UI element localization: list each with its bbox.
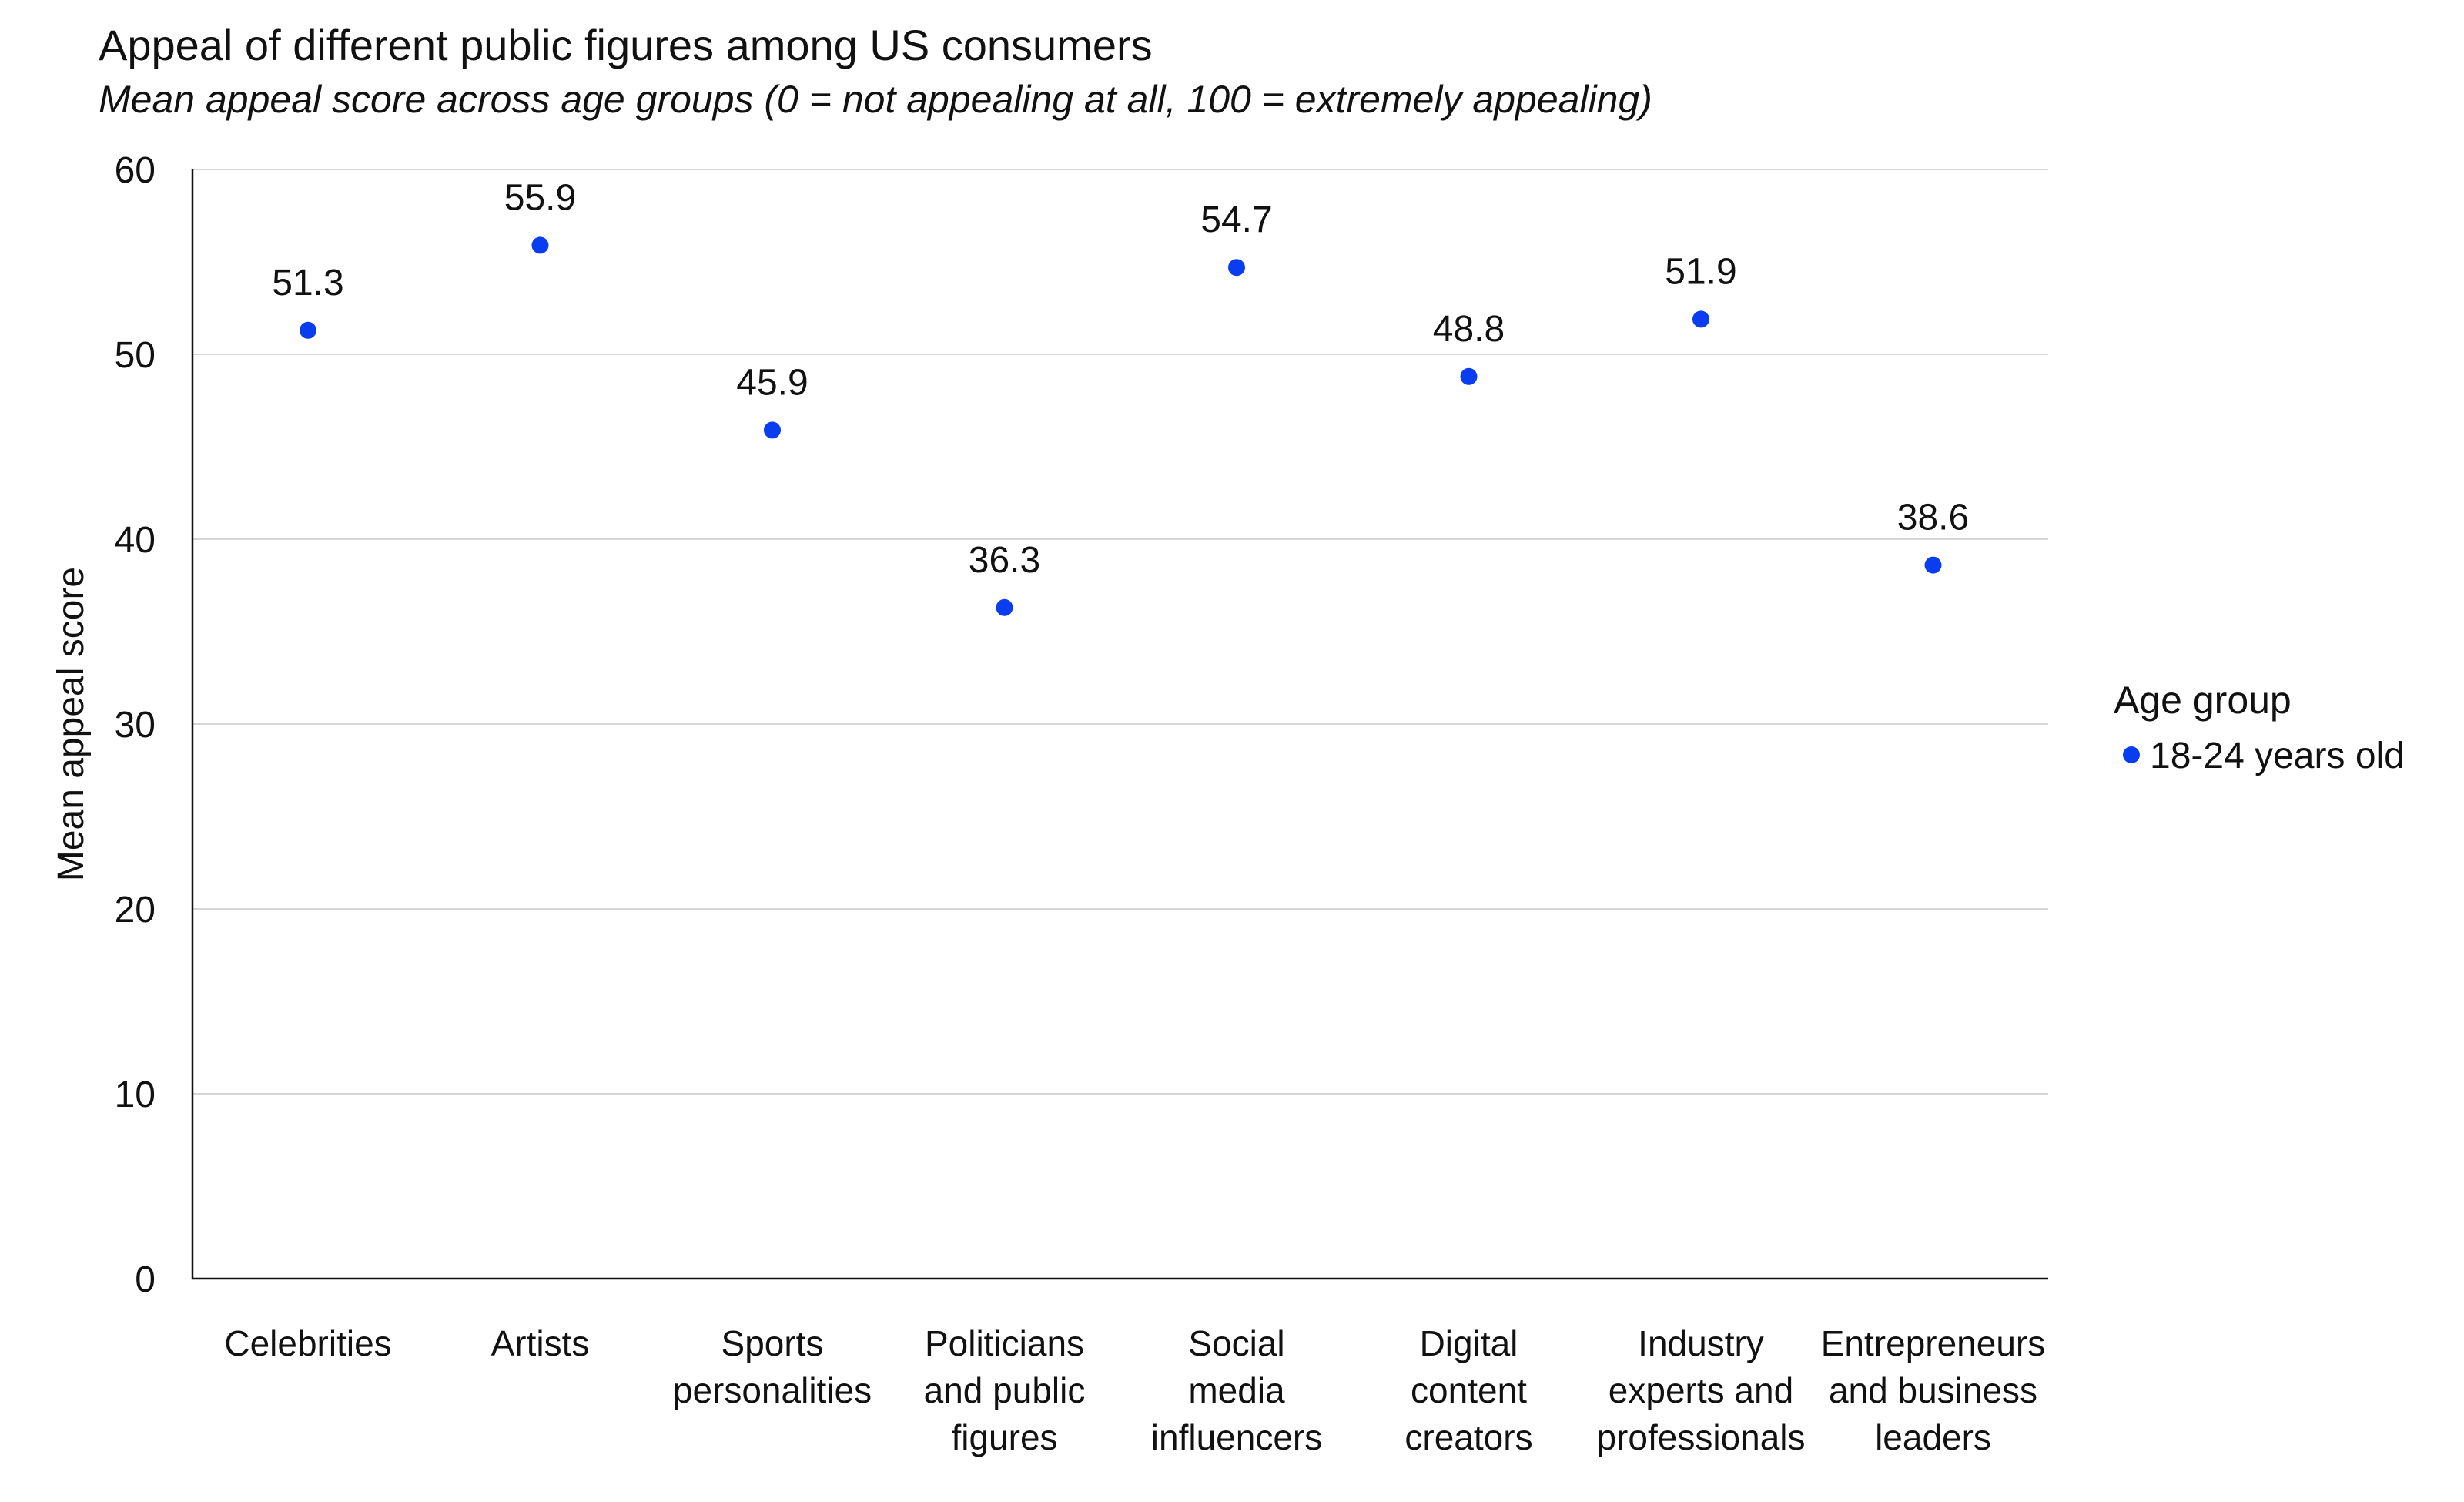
data-label: 36.3 [969,540,1040,581]
x-category-label: Sports personalities [673,1323,872,1410]
y-tick-label: 0 [135,1259,156,1300]
x-category-line: and public [924,1370,1086,1410]
x-category-line: Industry [1638,1323,1764,1363]
x-category-line: Celebrities [224,1323,391,1363]
y-tick-label: 10 [115,1075,156,1115]
x-category-line: media [1188,1370,1285,1410]
x-category-line: influencers [1151,1417,1322,1457]
legend-entry: 18-24 years old [2150,736,2405,776]
y-tick-label: 20 [115,890,156,930]
data-labels: 51.3 55.9 45.9 36.3 54.7 48.8 51.9 38.6 [272,177,1969,580]
data-label: 55.9 [504,177,576,218]
data-point [300,321,316,339]
x-category-label: Digital content creators [1404,1323,1532,1457]
data-label: 51.3 [272,263,343,303]
data-label: 48.8 [1433,309,1505,350]
chart-title: Appeal of different public figures among… [99,21,1153,69]
gridlines [192,169,2048,1095]
x-category-line: Artists [491,1323,590,1363]
x-category-label: Celebrities [224,1323,391,1363]
y-axis-title: Mean appeal score [51,567,92,881]
axes [191,169,2048,1280]
data-label: 54.7 [1200,199,1272,240]
y-axis-ticks: 0 10 20 30 40 50 60 [115,150,156,1300]
x-category-label: Entrepreneurs and business leaders [1821,1323,2046,1457]
x-category-line: experts and [1609,1370,1793,1410]
data-label: 51.9 [1665,251,1736,292]
x-category-line: content [1411,1370,1527,1410]
y-tick-label: 30 [115,705,156,746]
x-category-label: Artists [491,1323,590,1363]
legend-marker-icon [2123,746,2140,763]
x-category-line: Social [1188,1323,1284,1363]
x-category-line: professionals [1596,1417,1805,1457]
chart-subtitle: Mean appeal score across age groups (0 =… [99,78,1652,121]
x-category-line: Sports [721,1323,824,1363]
x-category-line: leaders [1875,1417,1991,1457]
x-category-line: personalities [673,1370,872,1410]
legend-title: Age group [2114,679,2292,722]
x-category-line: Digital [1420,1323,1518,1363]
x-category-line: Entrepreneurs [1821,1323,2046,1363]
x-category-line: creators [1404,1417,1532,1457]
data-point [996,598,1013,616]
data-point [1924,556,1942,574]
x-category-label: Politicians and public figures [924,1323,1086,1457]
x-category-line: figures [951,1417,1057,1457]
y-tick-label: 60 [115,150,156,191]
x-category-label: Social media influencers [1151,1323,1322,1457]
y-tick-label: 50 [115,335,156,376]
data-points [300,236,1942,616]
data-label: 45.9 [736,362,808,403]
x-category-line: and business [1829,1370,2037,1410]
data-point [764,421,781,439]
x-axis-categories: Celebrities Artists Sports personalities Pol… [224,1323,2045,1457]
x-category-label: Industry experts and professionals [1596,1323,1805,1457]
data-point [1692,310,1709,328]
data-point [1228,259,1245,277]
x-category-line: Politicians [925,1323,1084,1363]
data-label: 38.6 [1897,498,1969,538]
data-point [1460,367,1478,385]
y-tick-label: 40 [115,520,156,561]
data-point [531,236,549,254]
